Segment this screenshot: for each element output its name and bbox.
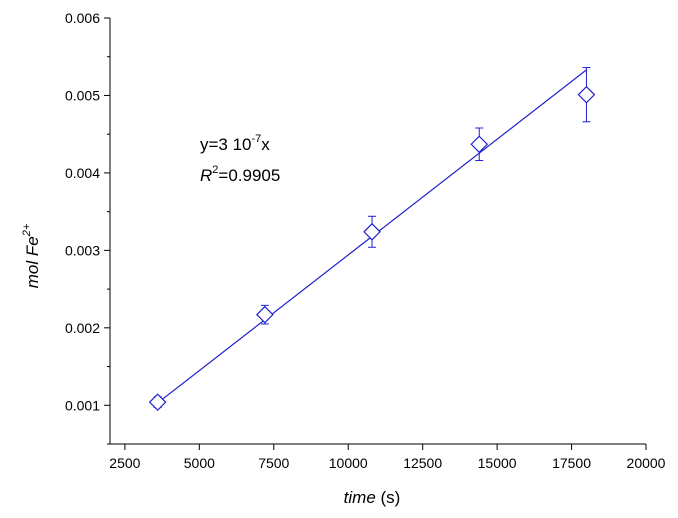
x-tick-label: 17500 [552,455,591,471]
r-squared-annotation: R2=0.9905 [200,164,280,185]
x-tick-label: 2500 [109,455,140,471]
y-tick-label: 0.003 [65,242,100,258]
equation-annotation: y=3 10-7x [200,133,270,154]
data-point-marker [148,393,167,412]
y-ticks: 0.001 0.002 0.003 0.004 0.005 0.006 [65,10,110,445]
x-tick-label: 7500 [258,455,289,471]
y-axis-label: mol Fe2+ [21,223,42,288]
x-tick-label: 20000 [627,455,666,471]
data-point-marker [363,222,381,241]
y-tick-label: 0.002 [65,320,100,336]
y-tick-label: 0.001 [65,397,100,413]
y-tick-label: 0.005 [65,87,100,103]
y-tick-label: 0.006 [65,10,100,26]
x-axis-label: time (s) [344,488,401,507]
data-point-marker [470,135,489,154]
x-tick-label: 12500 [403,455,442,471]
data-point-marker [255,305,274,324]
y-tick-label: 0.004 [65,165,100,181]
x-tick-label: 5000 [184,455,215,471]
x-ticks: 2500 5000 7500 10000 12500 15000 17500 20000 [109,444,666,471]
x-tick-label: 10000 [329,455,368,471]
x-tick-label: 15000 [478,455,517,471]
data-markers [148,85,596,412]
data-point-marker [577,85,596,104]
